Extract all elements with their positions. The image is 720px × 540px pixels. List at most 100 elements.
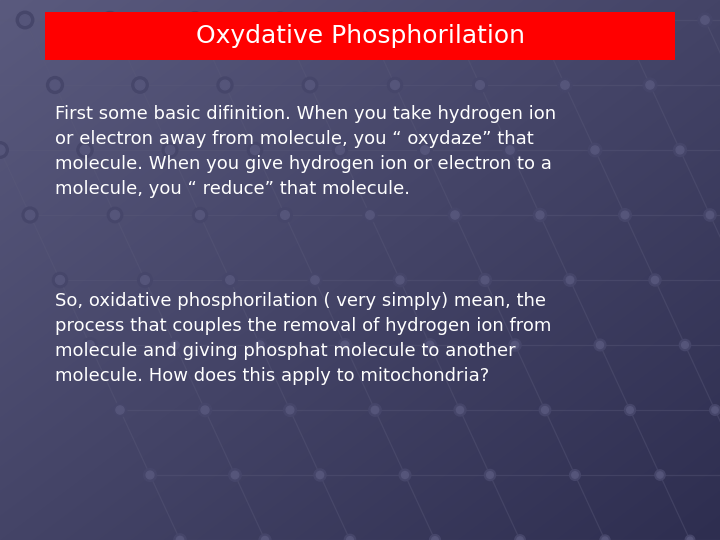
Circle shape bbox=[231, 471, 239, 479]
Circle shape bbox=[473, 78, 487, 92]
Circle shape bbox=[138, 273, 153, 287]
Circle shape bbox=[564, 274, 576, 286]
Circle shape bbox=[363, 208, 377, 222]
Circle shape bbox=[107, 207, 122, 222]
Circle shape bbox=[132, 77, 148, 93]
Circle shape bbox=[192, 207, 207, 222]
Circle shape bbox=[17, 11, 34, 29]
Circle shape bbox=[201, 406, 209, 414]
Circle shape bbox=[174, 534, 186, 540]
Circle shape bbox=[602, 537, 608, 540]
Text: So, oxidative phosphorilation ( very simply) mean, the
process that couples the : So, oxidative phosphorilation ( very sim… bbox=[55, 292, 552, 385]
Circle shape bbox=[166, 145, 175, 154]
Circle shape bbox=[146, 471, 154, 479]
Circle shape bbox=[687, 537, 693, 540]
Circle shape bbox=[316, 471, 323, 478]
Circle shape bbox=[449, 208, 462, 222]
Circle shape bbox=[503, 143, 517, 157]
Circle shape bbox=[621, 211, 629, 219]
Circle shape bbox=[509, 339, 521, 351]
Circle shape bbox=[253, 338, 266, 352]
Circle shape bbox=[77, 142, 93, 158]
Circle shape bbox=[217, 77, 233, 93]
Circle shape bbox=[338, 339, 351, 352]
Circle shape bbox=[426, 341, 433, 349]
Circle shape bbox=[336, 146, 344, 154]
Circle shape bbox=[311, 276, 319, 284]
Circle shape bbox=[105, 15, 115, 25]
Circle shape bbox=[53, 273, 68, 288]
Circle shape bbox=[596, 341, 603, 348]
Circle shape bbox=[346, 537, 354, 540]
Circle shape bbox=[572, 472, 578, 478]
Circle shape bbox=[110, 211, 120, 220]
Circle shape bbox=[50, 80, 60, 90]
Circle shape bbox=[539, 404, 551, 416]
Circle shape bbox=[710, 405, 720, 415]
Circle shape bbox=[333, 143, 347, 157]
Circle shape bbox=[624, 404, 636, 415]
Circle shape bbox=[481, 276, 489, 284]
Circle shape bbox=[616, 16, 624, 24]
Circle shape bbox=[372, 406, 379, 414]
Circle shape bbox=[570, 470, 580, 481]
Circle shape bbox=[248, 143, 263, 158]
Circle shape bbox=[171, 341, 179, 349]
Circle shape bbox=[706, 211, 714, 219]
Circle shape bbox=[657, 472, 663, 478]
Circle shape bbox=[229, 469, 241, 481]
Circle shape bbox=[655, 470, 665, 480]
Circle shape bbox=[223, 273, 237, 287]
Circle shape bbox=[168, 338, 182, 352]
Circle shape bbox=[86, 341, 94, 349]
Circle shape bbox=[387, 77, 402, 92]
Text: First some basic difinition. When you take hydrogen ion
or electron away from mo: First some basic difinition. When you ta… bbox=[55, 105, 556, 198]
Circle shape bbox=[591, 146, 599, 154]
Circle shape bbox=[588, 143, 602, 157]
Circle shape bbox=[698, 13, 712, 27]
Circle shape bbox=[566, 276, 574, 284]
Circle shape bbox=[80, 145, 90, 155]
Circle shape bbox=[442, 12, 458, 28]
Circle shape bbox=[680, 339, 690, 350]
Circle shape bbox=[0, 141, 9, 158]
Circle shape bbox=[176, 536, 184, 540]
Circle shape bbox=[418, 143, 432, 157]
Circle shape bbox=[446, 16, 454, 25]
Circle shape bbox=[186, 12, 203, 28]
Circle shape bbox=[531, 16, 539, 24]
Circle shape bbox=[613, 13, 627, 27]
Circle shape bbox=[517, 537, 523, 540]
Circle shape bbox=[393, 273, 407, 287]
Circle shape bbox=[456, 407, 464, 414]
Circle shape bbox=[341, 341, 349, 349]
Circle shape bbox=[25, 210, 35, 220]
Circle shape bbox=[19, 15, 30, 25]
Circle shape bbox=[286, 406, 294, 414]
Circle shape bbox=[673, 144, 686, 157]
Circle shape bbox=[420, 146, 429, 154]
Circle shape bbox=[402, 471, 408, 478]
Circle shape bbox=[646, 81, 654, 89]
Circle shape bbox=[196, 211, 204, 219]
Circle shape bbox=[712, 407, 718, 413]
Circle shape bbox=[47, 77, 63, 93]
Circle shape bbox=[454, 404, 466, 416]
Circle shape bbox=[649, 274, 661, 286]
Circle shape bbox=[626, 407, 634, 413]
Circle shape bbox=[102, 11, 119, 29]
Circle shape bbox=[430, 535, 441, 540]
Circle shape bbox=[399, 469, 411, 481]
Circle shape bbox=[113, 403, 127, 417]
Circle shape bbox=[600, 535, 610, 540]
Circle shape bbox=[528, 12, 542, 28]
Circle shape bbox=[55, 275, 65, 285]
Circle shape bbox=[536, 211, 544, 219]
Circle shape bbox=[162, 142, 178, 158]
Circle shape bbox=[314, 469, 326, 481]
Circle shape bbox=[487, 471, 493, 478]
Circle shape bbox=[251, 145, 260, 154]
Circle shape bbox=[682, 342, 688, 348]
Circle shape bbox=[506, 146, 514, 154]
Circle shape bbox=[476, 80, 485, 90]
